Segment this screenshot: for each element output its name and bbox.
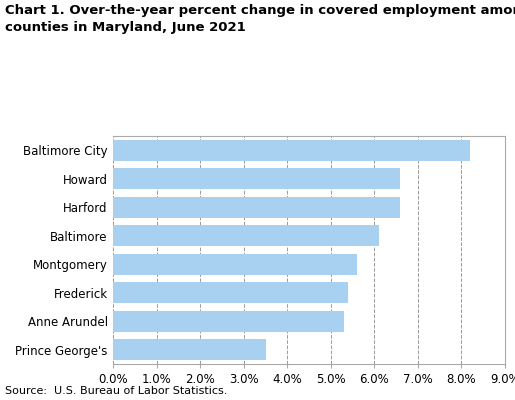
- Bar: [113, 226, 379, 246]
- Text: Source:  U.S. Bureau of Labor Statistics.: Source: U.S. Bureau of Labor Statistics.: [5, 386, 228, 396]
- Bar: [113, 140, 470, 160]
- Bar: [113, 197, 400, 218]
- Bar: [113, 282, 348, 303]
- Text: Chart 1. Over-the-year percent change in covered employment among the largest
co: Chart 1. Over-the-year percent change in…: [5, 4, 515, 34]
- Bar: [113, 168, 400, 189]
- Bar: [113, 254, 357, 274]
- Bar: [113, 340, 266, 360]
- Bar: [113, 311, 344, 332]
